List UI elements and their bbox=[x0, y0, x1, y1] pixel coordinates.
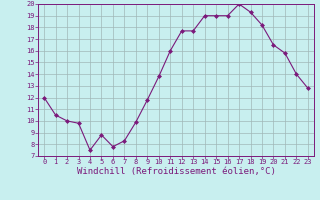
X-axis label: Windchill (Refroidissement éolien,°C): Windchill (Refroidissement éolien,°C) bbox=[76, 167, 276, 176]
